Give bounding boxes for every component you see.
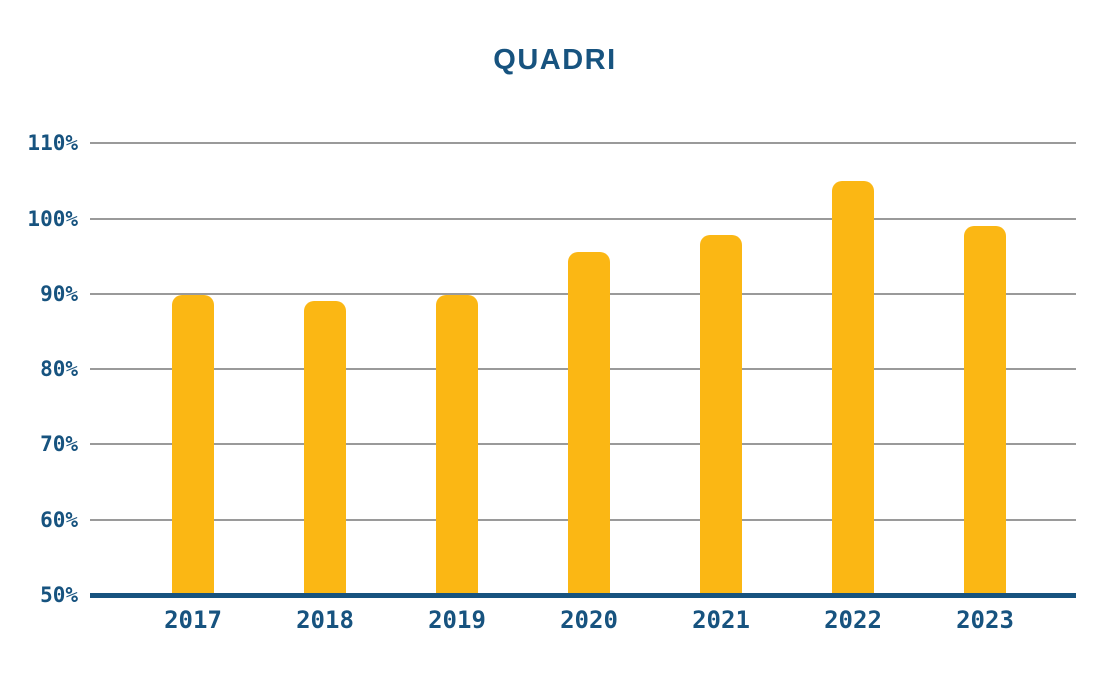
bar-2022 [832,180,874,595]
y-axis-tick-label: 80% [40,357,78,382]
y-axis-tick-label: 70% [40,432,78,457]
bar-2023 [964,226,1006,595]
gridline-110 [90,142,1076,145]
y-axis-tick-label: 50% [40,583,78,607]
bar-2020 [568,251,610,595]
x-axis-tick-label-2019: 2019 [428,606,486,634]
bar-2018 [304,301,346,595]
y-axis-tick-label: 100% [27,206,78,231]
x-axis-tick-label-2018: 2018 [296,606,354,634]
bar-2017 [172,295,214,595]
y-axis-tick-label: 90% [40,281,78,306]
bar-2021 [700,235,742,595]
x-axis-tick-label-2017: 2017 [164,606,222,634]
x-axis-baseline [90,593,1076,598]
x-axis-tick-label-2020: 2020 [560,606,618,634]
y-axis-tick-label: 60% [40,507,78,532]
x-axis-tick-label-2023: 2023 [956,606,1014,634]
gridline-100 [90,217,1076,220]
y-axis-tick-label: 110% [27,131,78,156]
x-axis-tick-label-2021: 2021 [692,606,750,634]
chart-title: QUADRI [493,44,617,76]
bar-2019 [436,295,478,595]
x-axis-tick-label-2022: 2022 [824,606,882,634]
